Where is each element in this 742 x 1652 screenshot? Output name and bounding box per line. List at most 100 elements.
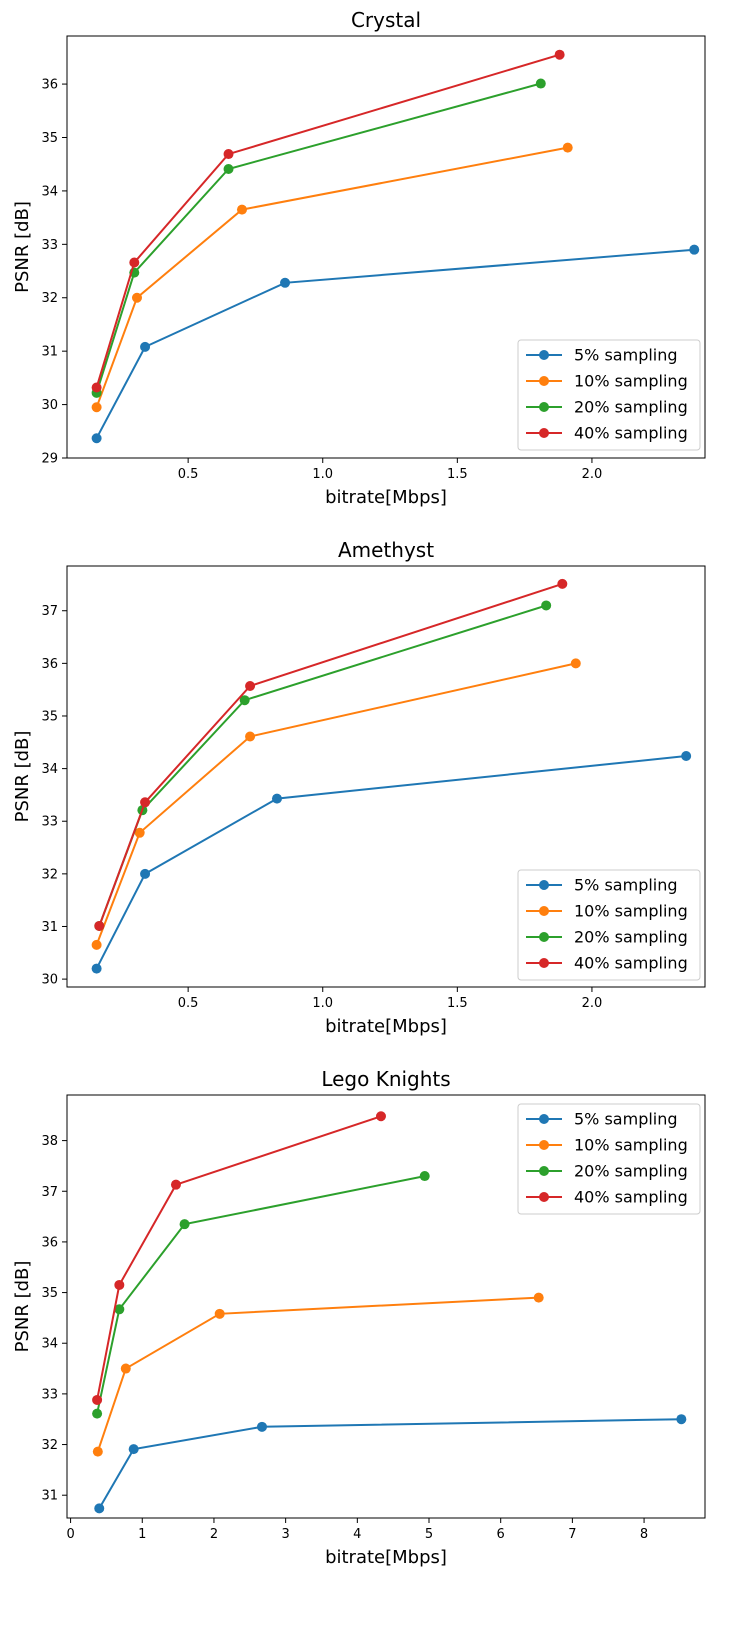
chart-panel-amethyst: Amethyst bitrate[Mbps] PSNR [dB] 0.5 1.0 1… <box>12 538 706 1037</box>
data-point <box>271 793 282 804</box>
data-point <box>256 1421 267 1432</box>
y-tick-label: 34 <box>41 1337 58 1352</box>
series-line <box>96 1175 425 1414</box>
y-tick-label: 30 <box>41 398 58 413</box>
series-line <box>96 1296 539 1452</box>
legend-marker <box>539 1192 549 1202</box>
data-point <box>681 750 692 761</box>
plot-area-frame <box>66 565 706 988</box>
legend-marker <box>539 880 549 890</box>
series-line <box>95 662 577 946</box>
series-5-sampling <box>91 750 692 974</box>
x-tick-label: 8 <box>640 1527 648 1542</box>
legend: 5% sampling 10% sampling 20% sampling 40% s… <box>517 339 701 451</box>
legend: 5% sampling 10% sampling 20% sampling 40% s… <box>517 869 701 981</box>
data-point <box>120 1363 131 1374</box>
y-tick-label: 38 <box>41 1134 58 1149</box>
y-axis-label: PSNR [dB] <box>12 1261 33 1353</box>
x-tick-label: 2.0 <box>582 467 603 482</box>
data-point <box>239 695 250 706</box>
y-tick-label: 32 <box>41 867 58 882</box>
series-20-sampling <box>92 1171 430 1419</box>
x-tick-label: 4 <box>353 1527 361 1542</box>
legend-label: 5% sampling <box>574 346 678 365</box>
y-tick-label: 31 <box>41 1489 58 1504</box>
data-point <box>280 277 291 288</box>
series-10-sampling <box>92 1292 544 1457</box>
data-point <box>535 78 546 89</box>
data-point <box>236 204 247 215</box>
series-line <box>95 146 568 408</box>
y-tick-label: 35 <box>41 709 58 724</box>
data-point <box>134 827 145 838</box>
x-tick-label: 2 <box>210 1527 218 1542</box>
series-line <box>98 1418 682 1509</box>
chart-title: Amethyst <box>338 538 434 562</box>
data-point <box>91 939 102 950</box>
series-line <box>95 82 542 394</box>
data-point <box>92 1408 103 1419</box>
y-tick-label: 31 <box>41 345 58 360</box>
series-5-sampling <box>94 1414 687 1514</box>
series-line <box>95 248 695 439</box>
series-10-sampling <box>91 142 573 413</box>
data-point <box>94 920 105 931</box>
x-tick-label: 1.5 <box>447 467 468 482</box>
legend-marker <box>539 1140 549 1150</box>
y-tick-label: 32 <box>41 1438 58 1453</box>
series-line <box>98 604 547 927</box>
data-point <box>179 1219 190 1230</box>
x-axis-label: bitrate[Mbps] <box>325 1016 447 1037</box>
legend-label: 10% sampling <box>574 372 688 391</box>
y-tick-label: 37 <box>41 1185 58 1200</box>
legend-frame <box>517 869 701 981</box>
legend-marker <box>539 376 549 386</box>
data-point <box>375 1111 386 1122</box>
data-point <box>554 49 565 60</box>
y-tick-label: 33 <box>41 1387 58 1402</box>
data-point <box>114 1304 125 1315</box>
y-axis-label: PSNR [dB] <box>12 201 33 293</box>
legend-label: 40% sampling <box>574 424 688 443</box>
legend-label: 10% sampling <box>574 1136 688 1155</box>
data-point <box>92 1394 103 1405</box>
data-point <box>94 1503 105 1514</box>
data-point <box>114 1279 125 1290</box>
series-40-sampling <box>92 1111 386 1405</box>
legend: 5% sampling 10% sampling 20% sampling 40% s… <box>517 1103 701 1215</box>
x-axis-label: bitrate[Mbps] <box>325 1547 447 1568</box>
x-tick-label: 1.5 <box>447 996 468 1011</box>
legend-label: 40% sampling <box>574 1188 688 1207</box>
data-point <box>91 433 102 444</box>
legend-marker <box>539 932 549 942</box>
x-axis-label: bitrate[Mbps] <box>325 487 447 508</box>
x-tick-label: 0 <box>66 1527 74 1542</box>
data-point <box>557 578 568 589</box>
legend-label: 5% sampling <box>574 876 678 895</box>
legend-frame <box>517 339 701 451</box>
legend-label: 5% sampling <box>574 1110 678 1129</box>
data-point <box>223 164 234 175</box>
y-tick-label: 34 <box>41 184 58 199</box>
data-point <box>131 292 142 303</box>
legend-marker <box>539 906 549 916</box>
y-tick-label: 33 <box>41 815 58 830</box>
legend-marker <box>539 1114 549 1124</box>
x-tick-label: 1 <box>138 1527 146 1542</box>
legend-marker <box>539 402 549 412</box>
legend-marker <box>539 1166 549 1176</box>
x-tick-label: 0.5 <box>178 996 199 1011</box>
y-tick-label: 36 <box>41 78 58 93</box>
data-point <box>419 1171 430 1182</box>
data-point <box>533 1292 544 1303</box>
data-point <box>214 1308 225 1319</box>
legend-label: 20% sampling <box>574 398 688 417</box>
y-tick-label: 29 <box>41 452 58 467</box>
x-tick-label: 2.0 <box>582 996 603 1011</box>
legend-marker <box>539 958 549 968</box>
series-line <box>96 1115 382 1401</box>
plot-area-frame <box>66 1094 706 1519</box>
x-tick-label: 1.0 <box>312 467 333 482</box>
chart-panel-lego-knights: Lego Knights bitrate[Mbps] PSNR [dB] 0 1 2… <box>12 1067 706 1568</box>
x-tick-label: 3 <box>281 1527 289 1542</box>
